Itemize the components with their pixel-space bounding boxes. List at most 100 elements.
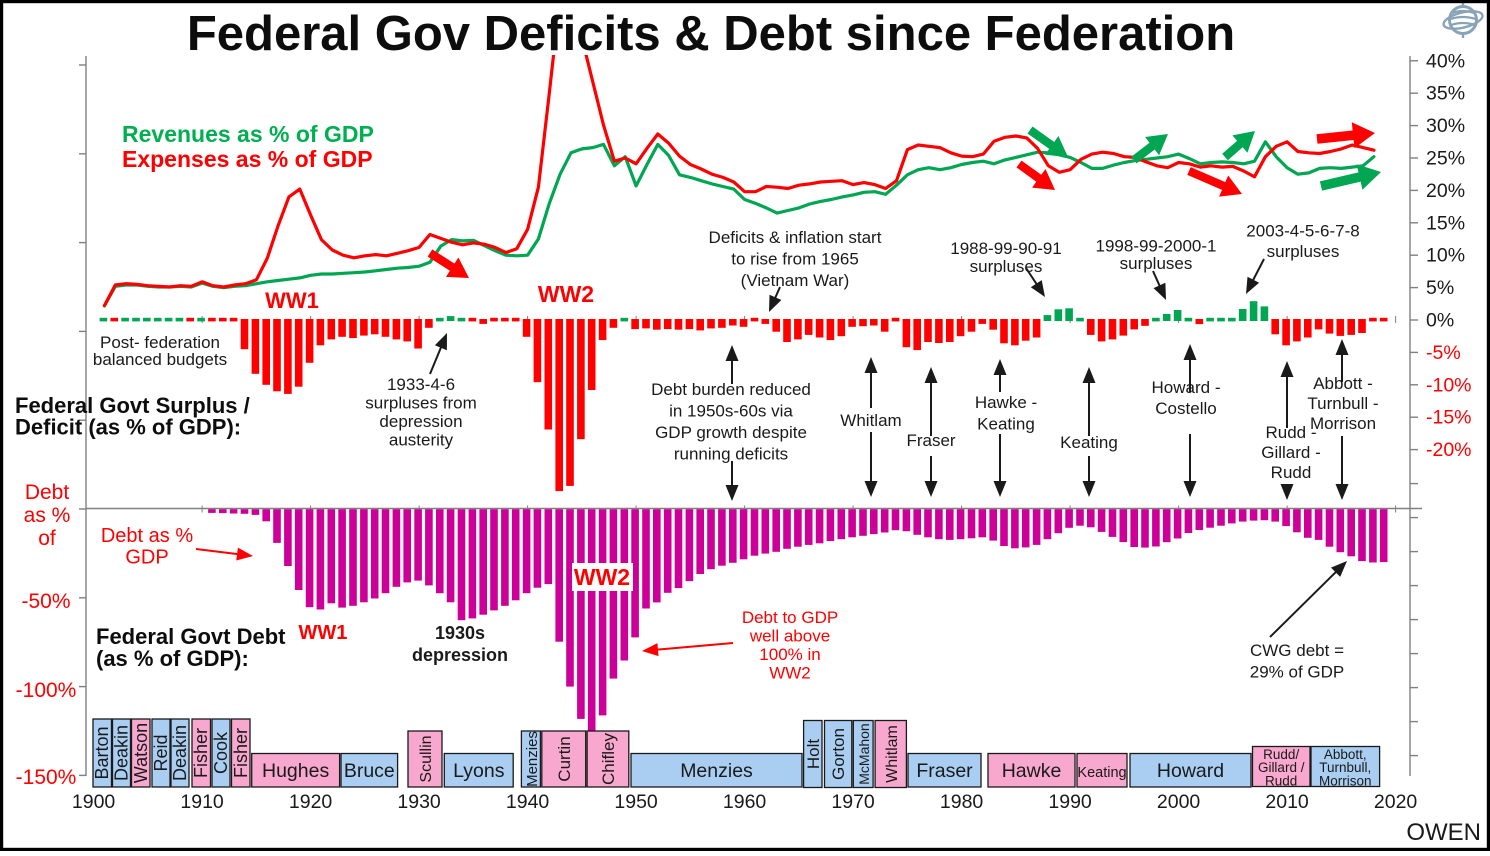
svg-text:balanced budgets: balanced budgets xyxy=(93,350,227,369)
svg-text:(as % of GDP):: (as % of GDP): xyxy=(96,646,249,671)
svg-text:Rudd: Rudd xyxy=(1271,463,1312,482)
svg-text:Holt: Holt xyxy=(804,739,823,770)
svg-text:running deficits: running deficits xyxy=(674,445,788,464)
svg-text:Fisher: Fisher xyxy=(231,728,251,778)
svg-text:surpluses: surpluses xyxy=(970,257,1043,276)
svg-text:Debt to GDP: Debt to GDP xyxy=(742,608,838,627)
svg-text:1900: 1900 xyxy=(72,791,116,813)
svg-text:Barton: Barton xyxy=(92,726,112,779)
svg-text:1990: 1990 xyxy=(1048,791,1092,813)
svg-text:surpluses: surpluses xyxy=(1267,242,1340,261)
svg-text:Curtin: Curtin xyxy=(555,736,574,781)
svg-text:Debt burden reduced: Debt burden reduced xyxy=(651,380,811,399)
svg-text:Deficit (as % of GDP):: Deficit (as % of GDP): xyxy=(15,415,241,440)
svg-text:Fisher: Fisher xyxy=(191,728,211,778)
svg-text:0%: 0% xyxy=(1426,310,1454,332)
svg-text:depression: depression xyxy=(379,412,462,431)
svg-text:Keating: Keating xyxy=(1060,433,1118,452)
svg-text:Rudd: Rudd xyxy=(1265,773,1297,788)
svg-text:-5%: -5% xyxy=(1426,342,1461,364)
svg-text:GDP growth despite: GDP growth despite xyxy=(655,423,807,442)
svg-text:1950: 1950 xyxy=(614,791,658,813)
svg-text:25%: 25% xyxy=(1426,148,1465,170)
svg-text:-15%: -15% xyxy=(1426,407,1472,429)
svg-text:austerity: austerity xyxy=(389,431,454,450)
svg-text:-10%: -10% xyxy=(1426,374,1472,396)
svg-text:Fraser: Fraser xyxy=(906,431,955,450)
svg-text:Deficits & inflation start: Deficits & inflation start xyxy=(709,228,882,247)
svg-text:1970: 1970 xyxy=(831,791,875,813)
svg-text:Morrison: Morrison xyxy=(1310,414,1376,433)
svg-text:Fraser: Fraser xyxy=(916,760,973,782)
svg-text:1933-4-6: 1933-4-6 xyxy=(387,375,455,394)
svg-text:Morrison: Morrison xyxy=(1319,773,1372,788)
svg-text:Costello: Costello xyxy=(1155,399,1216,418)
svg-text:Bruce: Bruce xyxy=(344,760,395,782)
svg-text:depression: depression xyxy=(412,645,508,665)
svg-text:Revenues as % of GDP: Revenues as % of GDP xyxy=(122,121,374,147)
svg-text:Menzies: Menzies xyxy=(524,731,541,787)
svg-text:2010: 2010 xyxy=(1265,791,1309,813)
svg-text:Abbott -: Abbott - xyxy=(1313,374,1373,393)
svg-text:35%: 35% xyxy=(1426,83,1465,105)
svg-text:Menzies: Menzies xyxy=(680,760,753,782)
svg-text:100% in: 100% in xyxy=(759,645,820,664)
svg-text:15%: 15% xyxy=(1426,212,1465,234)
svg-text:Howard: Howard xyxy=(1157,760,1224,782)
svg-text:Debt as %: Debt as % xyxy=(101,525,193,547)
svg-text:as %: as % xyxy=(24,504,71,527)
svg-text:WW2: WW2 xyxy=(538,281,594,307)
svg-text:OWEN: OWEN xyxy=(1406,819,1481,846)
svg-text:Hawke -: Hawke - xyxy=(975,393,1037,412)
svg-text:well above: well above xyxy=(749,627,830,646)
svg-text:10%: 10% xyxy=(1426,245,1465,267)
svg-text:Keating: Keating xyxy=(1077,765,1126,781)
svg-text:-20%: -20% xyxy=(1426,439,1472,461)
svg-text:2003-4-5-6-7-8: 2003-4-5-6-7-8 xyxy=(1246,222,1359,241)
svg-text:20%: 20% xyxy=(1426,180,1465,202)
svg-text:Cook: Cook xyxy=(211,731,231,774)
svg-text:29% of GDP: 29% of GDP xyxy=(1250,663,1345,682)
svg-text:1980: 1980 xyxy=(940,791,984,813)
svg-text:in 1950s-60s via: in 1950s-60s via xyxy=(669,402,793,421)
svg-text:Watson: Watson xyxy=(131,723,151,783)
svg-text:CWG debt =: CWG debt = xyxy=(1250,641,1344,660)
svg-text:Rudd/: Rudd/ xyxy=(1263,747,1299,762)
svg-text:Expenses as % of GDP: Expenses as % of GDP xyxy=(122,146,373,172)
svg-text:Post- federation: Post- federation xyxy=(100,333,220,352)
svg-text:Deakin: Deakin xyxy=(170,725,190,781)
svg-text:Deakin: Deakin xyxy=(112,725,132,781)
svg-text:Gillard /: Gillard / xyxy=(1258,760,1305,775)
svg-text:Rudd -: Rudd - xyxy=(1265,423,1316,442)
svg-text:1960: 1960 xyxy=(723,791,767,813)
svg-text:1988-99-90-91: 1988-99-90-91 xyxy=(950,239,1062,258)
svg-text:1930: 1930 xyxy=(397,791,441,813)
svg-text:Reid: Reid xyxy=(151,734,171,771)
svg-text:2000: 2000 xyxy=(1157,791,1201,813)
svg-text:WW1: WW1 xyxy=(265,288,319,313)
svg-text:Chifley: Chifley xyxy=(599,733,618,785)
svg-text:Debt: Debt xyxy=(25,481,70,504)
svg-text:1910: 1910 xyxy=(180,791,224,813)
svg-text:Turnbull,: Turnbull, xyxy=(1319,760,1371,775)
svg-text:WW2: WW2 xyxy=(574,564,630,590)
svg-text:(Vietnam War): (Vietnam War) xyxy=(741,271,850,290)
svg-text:GDP: GDP xyxy=(125,547,168,569)
svg-text:WW2: WW2 xyxy=(769,664,811,683)
svg-text:Federal Govt Debt: Federal Govt Debt xyxy=(96,624,286,649)
svg-text:Keating: Keating xyxy=(977,415,1035,434)
svg-text:1930s: 1930s xyxy=(435,623,485,643)
svg-text:Gorton: Gorton xyxy=(829,728,848,780)
svg-text:-50%: -50% xyxy=(21,590,70,613)
svg-text:1940: 1940 xyxy=(506,791,550,813)
svg-text:2020: 2020 xyxy=(1374,791,1418,813)
svg-text:Whitlam: Whitlam xyxy=(884,725,901,783)
svg-text:1920: 1920 xyxy=(289,791,333,813)
svg-text:Whitlam: Whitlam xyxy=(840,411,901,430)
svg-text:of: of xyxy=(38,527,56,550)
svg-text:Scullin: Scullin xyxy=(418,735,435,782)
svg-text:McMahon: McMahon xyxy=(856,723,872,784)
svg-text:Lyons: Lyons xyxy=(453,760,505,782)
svg-text:Howard -: Howard - xyxy=(1152,378,1221,397)
svg-text:Turnbull -: Turnbull - xyxy=(1307,394,1378,413)
